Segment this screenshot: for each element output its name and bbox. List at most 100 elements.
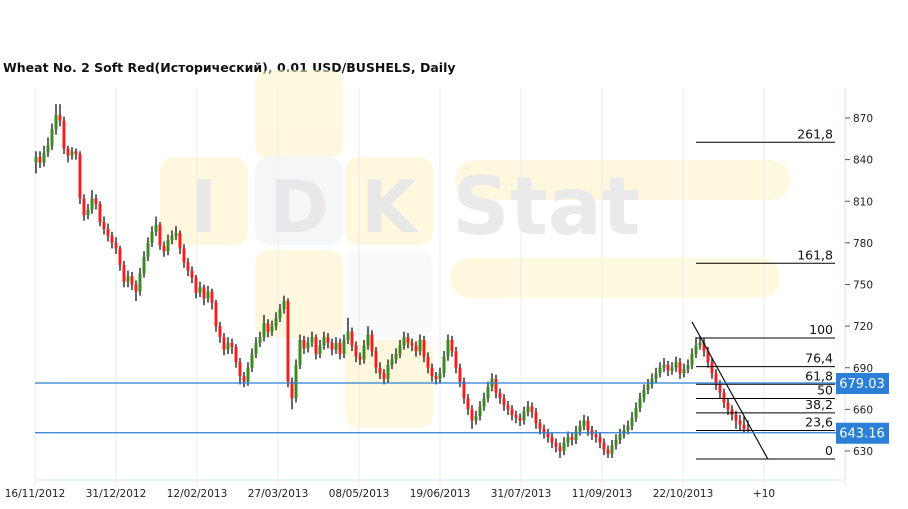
candle (262, 315, 266, 342)
candle (194, 274, 198, 299)
candle-body (434, 376, 438, 379)
candle-body (706, 351, 710, 363)
candle (318, 340, 322, 359)
candle-body (190, 270, 194, 278)
candle-body (346, 331, 350, 340)
candle (98, 201, 102, 227)
candle-body (162, 245, 166, 252)
candle-body (306, 342, 310, 349)
candle-body (174, 233, 178, 236)
watermark-tile (255, 70, 343, 158)
candle (134, 280, 138, 302)
candle (314, 334, 318, 360)
candle-body (246, 367, 250, 382)
candle-body (566, 437, 570, 443)
candle-body (746, 428, 750, 431)
candle-body (426, 356, 430, 368)
candle-body (106, 229, 110, 236)
candle-body (282, 301, 286, 310)
candle-body (34, 156, 38, 163)
candle (138, 267, 142, 296)
candle (38, 151, 42, 168)
candle-body (198, 287, 202, 293)
candle (234, 344, 238, 368)
fib-level-label: 161,8 (797, 247, 833, 262)
candle (478, 401, 482, 421)
candle (110, 231, 114, 249)
candle-body (418, 340, 422, 352)
fib-level-label: 23,6 (805, 414, 833, 429)
candle (390, 353, 394, 370)
candle (490, 373, 494, 392)
candle (510, 405, 514, 421)
candle-body (658, 367, 662, 374)
candle (522, 406, 526, 425)
candle (530, 402, 534, 418)
candle-body (294, 364, 298, 399)
candle-body (410, 342, 414, 346)
candle (502, 394, 506, 411)
candle-body (394, 353, 398, 360)
candle (250, 348, 254, 372)
candle (394, 348, 398, 364)
candle (214, 299, 218, 332)
candle (402, 331, 406, 350)
candle-body (218, 326, 222, 338)
candle-body (110, 235, 114, 243)
candle (546, 428, 550, 443)
candle-body (686, 364, 690, 370)
candle-body (462, 381, 466, 399)
candle-body (178, 233, 182, 249)
candle-body (662, 364, 666, 368)
candle-body (70, 151, 74, 156)
candle-body (90, 198, 94, 210)
candle (338, 338, 342, 360)
candle-body (126, 276, 130, 282)
candle (78, 151, 82, 205)
candle (558, 442, 562, 458)
candle (350, 327, 354, 352)
candle-body (182, 248, 186, 263)
fib-level-label: 61,8 (805, 368, 833, 383)
candle-body (78, 154, 82, 199)
candle (174, 226, 178, 241)
fib-level-label: 261,8 (797, 126, 833, 141)
candle (498, 388, 502, 404)
candle (582, 414, 586, 431)
candle-body (442, 356, 446, 374)
candle (658, 362, 662, 378)
candle-body (598, 437, 602, 443)
candle-body (154, 224, 158, 232)
candle-body (206, 291, 210, 299)
candle (494, 374, 498, 399)
candle (342, 334, 346, 359)
candle (538, 419, 542, 435)
candle (206, 285, 210, 303)
candle-body (554, 442, 558, 447)
candle (534, 407, 538, 429)
candle (274, 312, 278, 331)
candle-body (414, 345, 418, 352)
candle (650, 373, 654, 389)
candle (150, 226, 154, 248)
candle (614, 434, 618, 450)
candle-body (486, 387, 490, 399)
candle-body (666, 364, 670, 371)
candle-body (530, 406, 534, 413)
fib-level-label: 0 (825, 443, 833, 458)
candle (678, 358, 682, 379)
candle (562, 437, 566, 456)
candle (130, 272, 134, 291)
candle (598, 432, 602, 449)
y-tick-label: 780 (853, 238, 873, 250)
candle-body (474, 416, 478, 421)
candle (610, 439, 614, 458)
candle-body (618, 434, 622, 440)
candle (154, 216, 158, 236)
candle-body (222, 337, 226, 350)
candle-body (290, 381, 294, 399)
candle (690, 348, 694, 370)
candle (74, 148, 78, 160)
candle (90, 190, 94, 214)
candle (694, 337, 698, 359)
